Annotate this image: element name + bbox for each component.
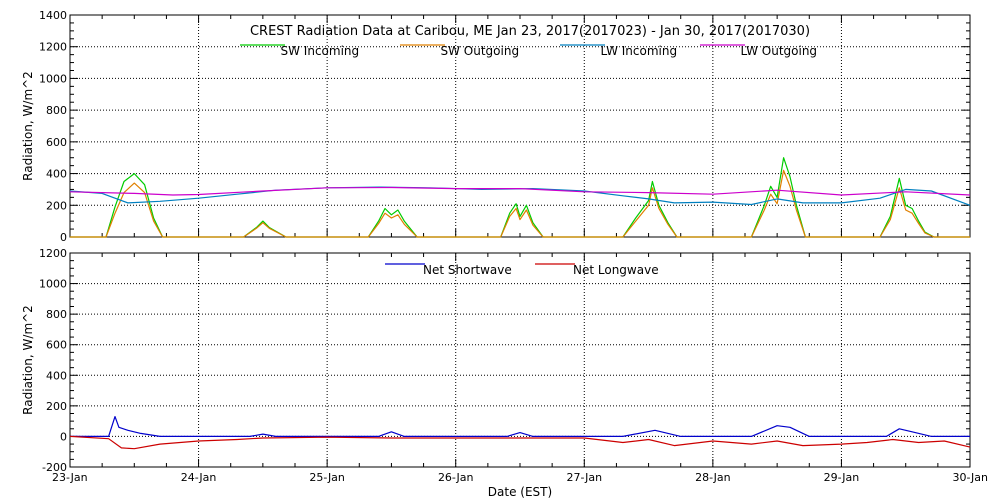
- top-y-axis-title: Radiation, W/m^2: [21, 71, 35, 181]
- bottom-x-tick-label: 27-Jan: [567, 471, 603, 484]
- top-y-tick-label: 800: [46, 104, 67, 117]
- bottom-x-tick-label: 24-Jan: [181, 471, 217, 484]
- bottom-y-tick-label: 600: [46, 339, 67, 352]
- top-y-tick-label: 200: [46, 199, 67, 212]
- top-y-tick-label: 400: [46, 168, 67, 181]
- top-y-tick-label: 600: [46, 136, 67, 149]
- bottom-x-tick-label: 28-Jan: [695, 471, 731, 484]
- top-chart-title: CREST Radiation Data at Caribou, ME Jan …: [250, 24, 810, 39]
- top-legend-label-1: SW Incoming: [281, 44, 360, 58]
- top-y-tick-label: 1200: [39, 41, 67, 54]
- bottom-y-tick-label: 1000: [39, 278, 67, 291]
- top-legend-label-2: SW Outgoing: [441, 44, 520, 58]
- bottom-legend-label-2: Net Longwave: [573, 263, 659, 277]
- bottom-series-line-2: [69, 435, 971, 450]
- bottom-y-tick-label: -200: [42, 461, 67, 474]
- top-y-tick-label: 1000: [39, 72, 67, 85]
- bottom-x-tick-label: 30-Jan: [952, 471, 988, 484]
- bottom-x-tick-label: 26-Jan: [438, 471, 474, 484]
- bottom-legend-label-1: Net Shortwave: [423, 263, 512, 277]
- bottom-x-tick-label: 23-Jan: [52, 471, 88, 484]
- bottom-y-tick-label: 1200: [39, 247, 67, 260]
- bottom-y-tick-label: 200: [46, 400, 67, 413]
- top-series-line-2: [70, 169, 970, 238]
- bottom-x-tick-label: 25-Jan: [309, 471, 345, 484]
- bottom-y-axis-title: Radiation, W/m^2: [21, 305, 35, 415]
- top-legend-label-3: LW Incoming: [601, 44, 678, 58]
- bottom-y-tick-label: 0: [60, 430, 67, 443]
- top-series-line-4: [69, 186, 971, 196]
- bottom-x-axis-title: Date (EST): [488, 485, 552, 499]
- bottom-series-line-1: [70, 416, 970, 437]
- top-legend-label-4: LW Outgoing: [741, 44, 818, 58]
- bottom-x-tick-label: 29-Jan: [824, 471, 860, 484]
- bottom-y-tick-label: 800: [46, 308, 67, 321]
- top-y-tick-label: 1400: [39, 9, 67, 22]
- bottom-y-tick-label: 400: [46, 369, 67, 382]
- top-y-tick-label: 0: [60, 231, 67, 244]
- top-series-line-3: [69, 186, 971, 206]
